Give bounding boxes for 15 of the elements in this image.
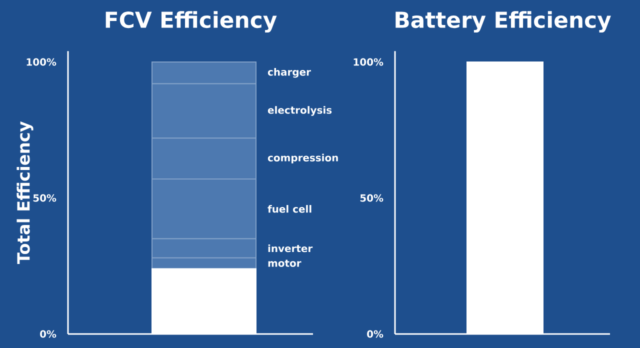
series-label: inverter xyxy=(268,244,313,252)
y-tick-label: 0% xyxy=(40,330,56,338)
y-tick-label: 50% xyxy=(360,194,384,202)
y-tick-label: 0% xyxy=(367,330,384,338)
chart-title: Battery Efficiency xyxy=(396,11,611,33)
y-tick-label: 50% xyxy=(33,194,56,202)
series-label: electrolysis xyxy=(268,106,332,116)
y-axis-title: Total Efficiency xyxy=(16,121,34,264)
chart-title: FCV Efficiency xyxy=(106,11,277,33)
series-label: fuel cell xyxy=(268,205,312,213)
series-label: charger xyxy=(268,68,311,78)
series-label: motor xyxy=(268,260,302,267)
series-label: compression xyxy=(268,154,338,164)
y-tick-label: 100% xyxy=(26,58,56,66)
y-tick-label: 100% xyxy=(354,58,384,66)
